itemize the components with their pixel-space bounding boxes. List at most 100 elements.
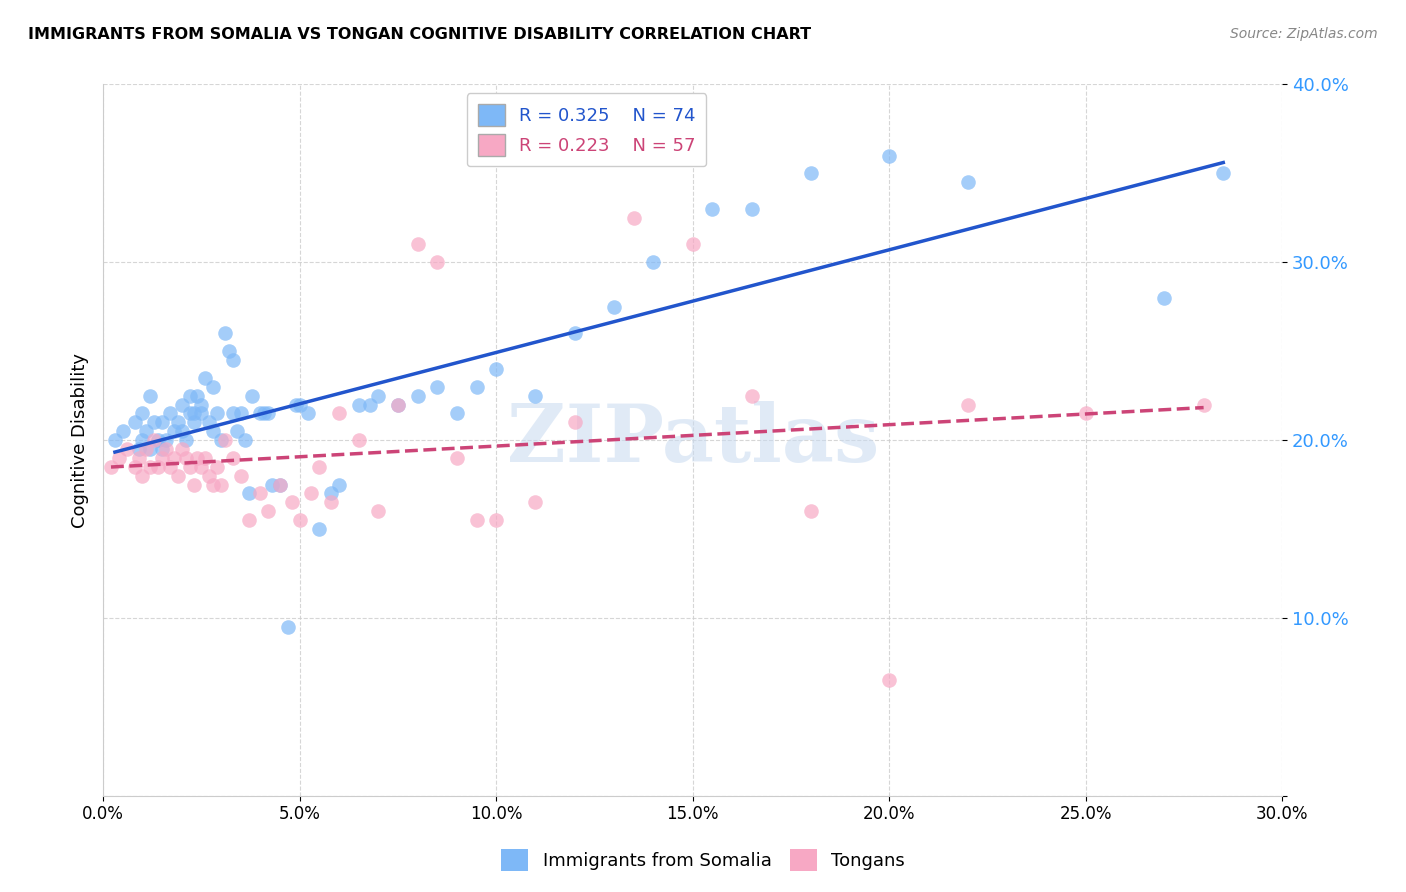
Point — [222, 450, 245, 465]
Point — [166, 468, 188, 483]
Point — [741, 389, 763, 403]
Point — [128, 450, 150, 465]
Point — [387, 398, 409, 412]
Point — [242, 389, 264, 403]
Point — [166, 415, 188, 429]
Point — [139, 459, 162, 474]
Point — [229, 468, 252, 483]
Point — [124, 415, 146, 429]
Legend: R = 0.325    N = 74, R = 0.223    N = 57: R = 0.325 N = 74, R = 0.223 N = 57 — [467, 94, 706, 167]
Point — [124, 459, 146, 474]
Point — [143, 415, 166, 429]
Point — [249, 406, 271, 420]
Point — [170, 442, 193, 456]
Point — [179, 406, 201, 420]
Point — [564, 415, 586, 429]
Point — [485, 362, 508, 376]
Point — [183, 406, 205, 420]
Point — [524, 389, 547, 403]
Point — [198, 468, 221, 483]
Point — [284, 398, 307, 412]
Point — [426, 380, 449, 394]
Legend: Immigrants from Somalia, Tongans: Immigrants from Somalia, Tongans — [494, 842, 912, 879]
Point — [143, 433, 166, 447]
Point — [205, 459, 228, 474]
Point — [183, 415, 205, 429]
Point — [956, 175, 979, 189]
Point — [682, 237, 704, 252]
Point — [347, 433, 370, 447]
Point — [209, 477, 232, 491]
Point — [1212, 166, 1234, 180]
Point — [150, 442, 173, 456]
Point — [205, 406, 228, 420]
Point — [257, 406, 280, 420]
Point — [319, 495, 342, 509]
Point — [202, 424, 225, 438]
Point — [253, 406, 276, 420]
Point — [146, 433, 169, 447]
Point — [446, 450, 468, 465]
Point — [111, 424, 134, 438]
Point — [446, 406, 468, 420]
Point — [269, 477, 291, 491]
Point — [702, 202, 724, 216]
Point — [564, 326, 586, 341]
Point — [100, 459, 122, 474]
Point — [741, 202, 763, 216]
Point — [159, 406, 181, 420]
Point — [238, 486, 260, 500]
Point — [146, 459, 169, 474]
Point — [131, 433, 153, 447]
Point — [155, 433, 177, 447]
Text: ZIPatlas: ZIPatlas — [506, 401, 879, 479]
Point — [387, 398, 409, 412]
Text: IMMIGRANTS FROM SOMALIA VS TONGAN COGNITIVE DISABILITY CORRELATION CHART: IMMIGRANTS FROM SOMALIA VS TONGAN COGNIT… — [28, 27, 811, 42]
Point — [135, 424, 157, 438]
Point — [406, 237, 429, 252]
Point — [301, 486, 323, 500]
Point — [190, 406, 212, 420]
Point — [1153, 291, 1175, 305]
Point — [155, 442, 177, 456]
Point — [209, 433, 232, 447]
Point — [800, 504, 823, 518]
Point — [308, 522, 330, 536]
Point — [214, 326, 236, 341]
Point — [288, 398, 311, 412]
Point — [186, 450, 208, 465]
Point — [288, 513, 311, 527]
Point — [163, 424, 186, 438]
Point — [249, 486, 271, 500]
Point — [159, 459, 181, 474]
Point — [319, 486, 342, 500]
Point — [277, 620, 299, 634]
Point — [150, 450, 173, 465]
Point — [1074, 406, 1097, 420]
Point — [367, 504, 389, 518]
Point — [194, 450, 217, 465]
Point — [328, 406, 350, 420]
Point — [347, 398, 370, 412]
Point — [238, 513, 260, 527]
Point — [179, 389, 201, 403]
Point — [359, 398, 381, 412]
Point — [150, 415, 173, 429]
Point — [202, 380, 225, 394]
Point — [135, 442, 157, 456]
Point — [877, 673, 900, 688]
Point — [623, 211, 645, 225]
Point — [465, 380, 488, 394]
Point — [269, 477, 291, 491]
Point — [214, 433, 236, 447]
Point — [257, 504, 280, 518]
Point — [465, 513, 488, 527]
Point — [174, 433, 197, 447]
Point — [183, 477, 205, 491]
Point — [233, 433, 256, 447]
Point — [262, 477, 284, 491]
Point — [115, 442, 138, 456]
Point — [308, 459, 330, 474]
Point — [190, 459, 212, 474]
Point — [229, 406, 252, 420]
